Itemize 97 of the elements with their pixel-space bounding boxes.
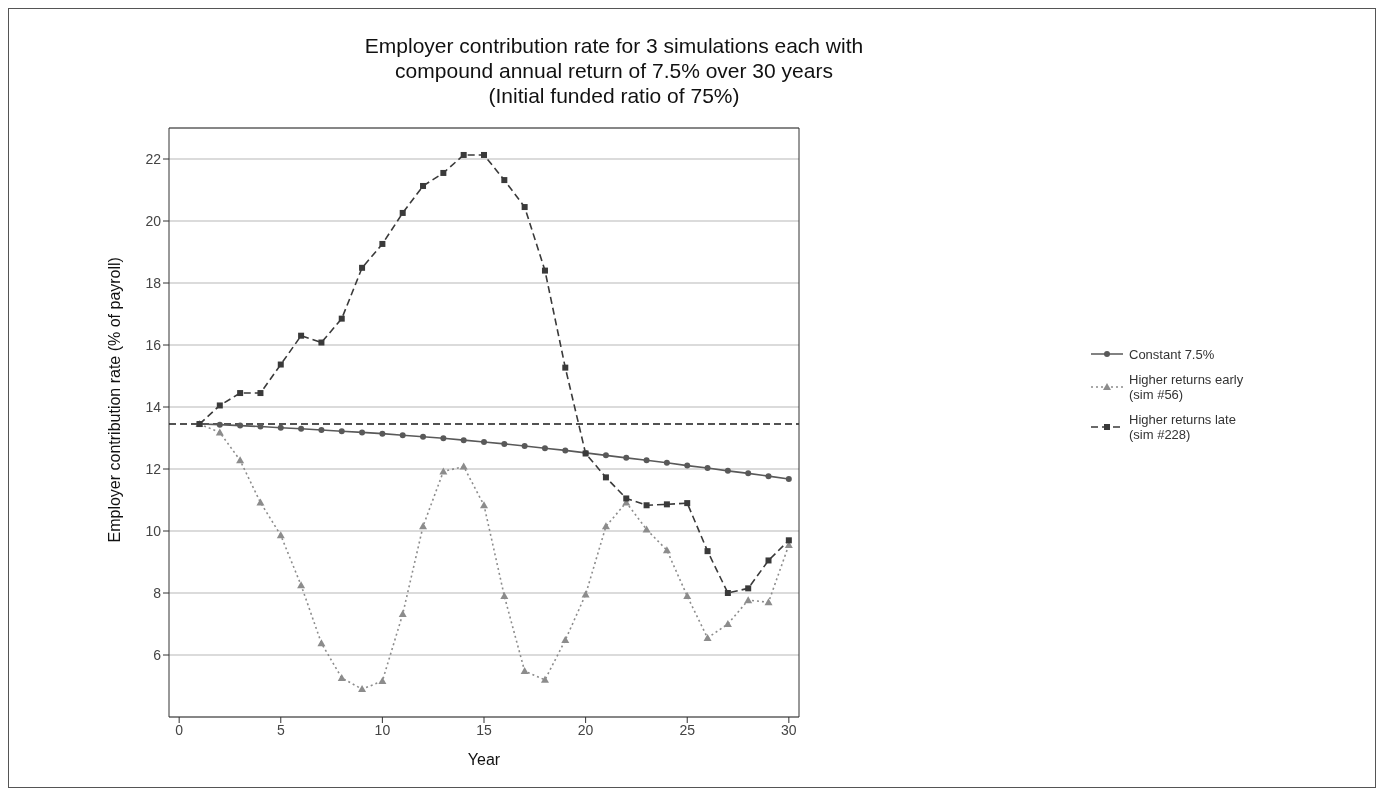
point xyxy=(338,315,345,322)
point xyxy=(420,433,427,440)
point xyxy=(521,443,528,450)
point xyxy=(643,457,650,464)
x-tick-label: 0 xyxy=(175,721,184,738)
point xyxy=(581,590,590,598)
point xyxy=(765,473,772,480)
point xyxy=(704,548,711,555)
point xyxy=(521,204,528,211)
point xyxy=(298,332,305,339)
point xyxy=(440,435,447,442)
point xyxy=(216,402,223,409)
point xyxy=(359,429,366,436)
x-tick-label: 30 xyxy=(781,721,797,738)
point xyxy=(744,596,753,604)
point xyxy=(257,390,264,397)
point xyxy=(398,610,407,618)
point xyxy=(297,581,306,589)
x-axis-title: Year xyxy=(467,751,501,768)
point xyxy=(684,462,691,469)
point xyxy=(541,445,548,452)
x-tick-label: 20 xyxy=(577,721,594,738)
point xyxy=(684,500,691,507)
point xyxy=(298,425,305,432)
y-tick-label: 22 xyxy=(145,150,162,167)
y-tick-label: 18 xyxy=(145,274,162,291)
point xyxy=(480,501,488,509)
point xyxy=(318,426,325,433)
point xyxy=(379,240,386,247)
point xyxy=(359,264,366,271)
point xyxy=(663,459,670,466)
point xyxy=(236,456,245,464)
point xyxy=(683,592,692,600)
point xyxy=(562,447,569,454)
point xyxy=(520,667,529,675)
y-tick-label: 10 xyxy=(145,522,162,539)
point xyxy=(318,339,325,346)
point xyxy=(237,422,244,429)
point xyxy=(562,364,569,371)
point xyxy=(420,182,427,189)
y-tick-label: 12 xyxy=(145,460,162,477)
point xyxy=(724,467,731,474)
legend-label: Constant 7.5% xyxy=(1129,346,1215,362)
point xyxy=(663,501,670,508)
point xyxy=(602,452,609,459)
point xyxy=(481,439,487,446)
point xyxy=(703,633,712,641)
point xyxy=(501,440,508,447)
x-tick-label: 25 xyxy=(679,721,696,738)
point xyxy=(338,428,345,435)
point xyxy=(704,465,711,472)
point xyxy=(765,557,772,564)
point xyxy=(277,361,284,368)
point xyxy=(785,537,792,544)
point xyxy=(540,675,549,683)
point xyxy=(643,502,650,509)
point xyxy=(723,620,732,627)
x-tick-label: 15 xyxy=(476,721,492,738)
y-tick-label: 6 xyxy=(153,646,162,663)
point xyxy=(337,673,346,681)
point xyxy=(399,209,406,216)
point xyxy=(237,390,244,397)
point xyxy=(277,424,284,431)
point xyxy=(500,592,509,600)
point xyxy=(501,177,508,184)
point xyxy=(724,590,731,596)
point xyxy=(216,421,223,428)
point xyxy=(317,639,326,647)
point xyxy=(745,585,752,592)
point xyxy=(481,151,487,158)
point xyxy=(378,677,387,685)
point xyxy=(623,495,630,502)
point xyxy=(459,462,468,470)
y-tick-label: 8 xyxy=(153,584,162,601)
y-tick-label: 14 xyxy=(145,398,162,415)
point xyxy=(785,475,792,482)
point xyxy=(440,169,447,176)
legend-label: Higher returns early (sim #56) xyxy=(1129,371,1244,402)
point xyxy=(541,267,548,274)
point xyxy=(662,546,671,554)
point xyxy=(379,430,386,437)
point xyxy=(399,432,406,439)
point xyxy=(602,474,609,481)
point xyxy=(745,470,752,477)
point xyxy=(561,636,570,644)
chart-title: Employer contribution rate for 3 simulations each with compound annual return of 7.5% over 30 years (Initial funded ratio of 75%) xyxy=(363,33,865,108)
point xyxy=(460,437,467,444)
y-tick-label: 16 xyxy=(145,336,162,353)
point xyxy=(460,151,467,158)
x-tick-label: 10 xyxy=(374,721,391,738)
y-axis-title: Employer contribution rate (% of payroll) xyxy=(105,257,123,543)
point xyxy=(623,454,630,461)
x-tick-label: 5 xyxy=(276,721,285,738)
y-tick-label: 20 xyxy=(145,212,162,229)
point xyxy=(257,423,264,430)
legend-label: Higher returns late (sim #228) xyxy=(1129,411,1236,442)
point xyxy=(358,685,367,693)
